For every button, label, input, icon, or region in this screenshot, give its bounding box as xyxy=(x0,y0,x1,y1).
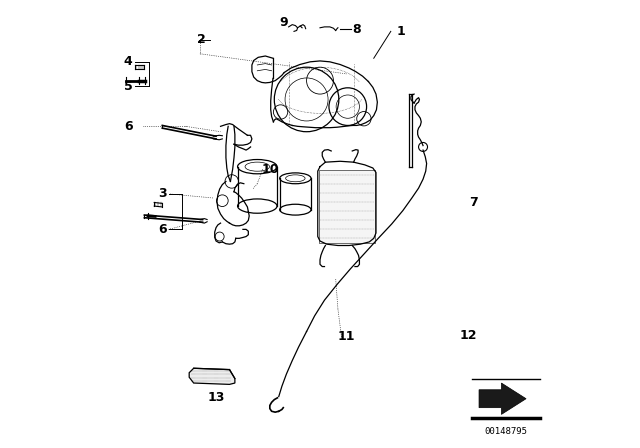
Text: 5: 5 xyxy=(124,79,132,93)
Text: 1: 1 xyxy=(396,25,405,38)
Text: 12: 12 xyxy=(459,328,477,342)
Text: 6: 6 xyxy=(124,120,132,133)
Text: 4: 4 xyxy=(124,55,132,69)
Text: 13: 13 xyxy=(207,391,225,405)
Text: 7: 7 xyxy=(469,196,477,209)
Text: 8: 8 xyxy=(353,22,361,36)
Polygon shape xyxy=(189,368,235,384)
Text: 00148795: 00148795 xyxy=(484,427,527,436)
Bar xyxy=(319,170,374,243)
Text: 11: 11 xyxy=(337,330,355,344)
Text: 10: 10 xyxy=(261,163,278,176)
Text: 6: 6 xyxy=(158,223,166,236)
Polygon shape xyxy=(479,383,526,414)
Text: 2: 2 xyxy=(197,33,205,46)
Text: 3: 3 xyxy=(158,187,166,201)
Text: 9: 9 xyxy=(279,16,287,29)
